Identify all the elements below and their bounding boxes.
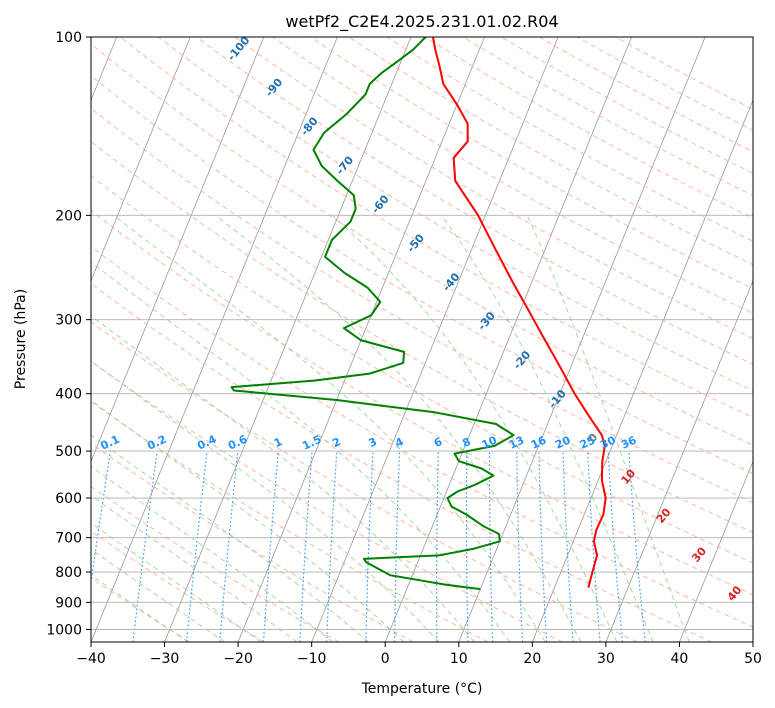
x-tick-label: −20	[223, 651, 253, 667]
moist-adiabat-line	[526, 215, 690, 642]
x-tick-label: 0	[381, 651, 390, 667]
moist-adiabat-line	[441, 215, 654, 642]
moist-adiabat-line	[91, 465, 334, 642]
y-tick-label: 400	[55, 387, 82, 403]
isopleth-label: 13	[507, 434, 526, 452]
y-tick-label: 300	[55, 313, 82, 329]
y-axis: 100 200 300 400 500 600 700 800 900 1000	[46, 30, 91, 638]
isotherm-line	[164, 37, 412, 642]
dry-adiabat-line	[310, 37, 753, 290]
dry-adiabat-line	[91, 442, 414, 642]
mixing-ratio-line	[132, 451, 158, 642]
x-tick-label: −40	[76, 651, 106, 667]
isotherm-line	[384, 37, 632, 642]
dry-adiabat-line	[234, 37, 753, 340]
moist-adiabat-line	[91, 261, 511, 642]
moist-adiabat-line	[214, 214, 582, 642]
y-tick-label: 1000	[46, 622, 82, 638]
y-tick-label: 200	[55, 208, 82, 224]
moist-adiabat-line	[91, 522, 262, 642]
y-tick-label: 800	[55, 565, 82, 581]
dry-adiabat-line	[91, 210, 753, 596]
moist-adiabat-line	[91, 399, 404, 642]
isotherm-line	[91, 37, 338, 642]
isotherm-line	[91, 37, 191, 282]
dry-adiabat-line	[91, 107, 753, 504]
y-tick-label: 500	[55, 444, 82, 460]
mixing-ratio-line	[607, 451, 624, 642]
dry-adiabat-line	[91, 360, 563, 642]
y-tick-label: 700	[55, 531, 82, 547]
x-tick-label: 50	[744, 651, 762, 667]
dry-adiabat-line	[91, 43, 753, 446]
x-tick-label: 20	[523, 651, 541, 667]
moist-adiabat-line	[91, 548, 225, 642]
moist-adiabat-line	[91, 494, 298, 642]
moist-adiabat-line	[113, 214, 546, 642]
plot-lines	[230, 37, 607, 591]
plot-frame	[90, 36, 754, 643]
y-axis-label: Pressure (hPa)	[13, 289, 29, 389]
moist-adiabat-line	[91, 315, 475, 642]
temperature-profile	[432, 37, 607, 588]
isopleth-label: 10	[480, 433, 500, 451]
x-axis-label: Temperature (°C)	[361, 681, 483, 697]
chart-title: wetPf2_C2E4.2025.231.01.02.R04	[285, 12, 558, 32]
y-tick-label: 100	[55, 30, 82, 46]
isopleth-label: 16	[529, 433, 549, 451]
mixing-ratio-line	[91, 451, 111, 587]
x-axis: −40 −30 −20 −10 0 10 20 30 40 50	[76, 642, 762, 667]
dry-adiabat-line	[91, 283, 712, 642]
isopleth-label: 20	[553, 433, 573, 451]
dry-adiabat-line	[91, 485, 340, 642]
moist-adiabat-line	[91, 434, 369, 642]
moist-adiabat-line	[91, 360, 440, 642]
isotherm-line	[531, 99, 753, 642]
dewpoint-profile	[230, 37, 515, 591]
mixing-ratio-line	[219, 451, 239, 642]
isotherm-line	[605, 279, 753, 642]
moist-adiabat-line	[91, 574, 189, 642]
x-tick-label: 40	[671, 651, 689, 667]
isopleth-label: 30	[598, 433, 618, 451]
y-tick-label: 600	[55, 491, 82, 507]
x-tick-label: 10	[450, 651, 468, 667]
dry-adiabat-line	[91, 175, 753, 564]
mixing-ratio-line	[262, 451, 279, 642]
x-tick-label: −10	[297, 651, 327, 667]
x-tick-label: −30	[150, 651, 180, 667]
isotherm-line	[311, 37, 559, 642]
isotherm-line	[679, 460, 753, 642]
x-tick-label: 30	[597, 651, 615, 667]
dry-adiabat-line	[158, 37, 753, 392]
mixing-ratio-line	[628, 451, 646, 642]
y-tick-label: 900	[55, 595, 82, 611]
isopleth-label: 36	[619, 433, 639, 451]
moist-adiabat-line	[331, 214, 618, 642]
isotherm-line	[91, 37, 265, 463]
mixing-ratio-line	[186, 451, 208, 642]
isopleth-label: 25	[578, 434, 597, 452]
